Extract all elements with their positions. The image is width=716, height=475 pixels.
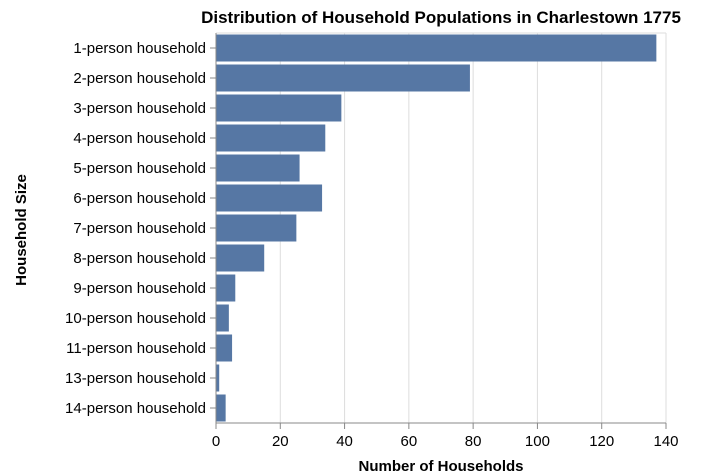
x-tick-label: 40 [336, 433, 353, 450]
bar-14-person-household [216, 394, 226, 422]
x-tick-label: 140 [653, 433, 678, 450]
bar-6-person-household [216, 184, 323, 212]
y-tick-label: 11-person household [66, 340, 206, 357]
y-tick-label: 8-person household [73, 250, 206, 267]
y-tick-label: 7-person household [73, 220, 206, 237]
y-tick-label: 13-person household [65, 370, 206, 387]
bar-5-person-household [216, 154, 300, 182]
bars [216, 34, 657, 422]
y-tick-label: 2-person household [73, 70, 206, 87]
y-tick-label: 14-person household [65, 400, 206, 417]
x-axis-title: Number of Households [358, 458, 523, 475]
bar-2-person-household [216, 64, 470, 92]
bar-8-person-household [216, 244, 265, 272]
gridlines [216, 32, 667, 423]
x-tick-label: 0 [212, 433, 220, 450]
x-tick-label: 20 [272, 433, 289, 450]
chart-title: Distribution of Household Populations in… [201, 8, 681, 27]
x-tick-label: 100 [525, 433, 550, 450]
bar-13-person-household [216, 364, 220, 392]
x-tick-label: 60 [401, 433, 418, 450]
bar-10-person-household [216, 304, 229, 332]
x-tick-label: 120 [589, 433, 614, 450]
x-tick-label: 80 [465, 433, 482, 450]
y-tick-label: 4-person household [73, 130, 206, 147]
bar-3-person-household [216, 94, 342, 122]
bar-1-person-household [216, 34, 657, 62]
y-tick-label: 6-person household [73, 190, 206, 207]
bar-9-person-household [216, 274, 236, 302]
x-axis: 0 20 40 60 80 100 120 140 [212, 422, 679, 450]
y-tick-label: 10-person household [65, 310, 206, 327]
y-axis: 1-person household 2-person household 3-pe… [65, 33, 217, 423]
y-tick-label: 1-person household [73, 40, 206, 57]
bar-11-person-household [216, 334, 233, 362]
y-tick-label: 9-person household [73, 280, 206, 297]
bar-4-person-household [216, 124, 326, 152]
y-tick-label: 5-person household [73, 160, 206, 177]
bar-7-person-household [216, 214, 297, 242]
y-tick-label: 3-person household [73, 100, 206, 117]
y-axis-title: Household Size [13, 174, 30, 286]
